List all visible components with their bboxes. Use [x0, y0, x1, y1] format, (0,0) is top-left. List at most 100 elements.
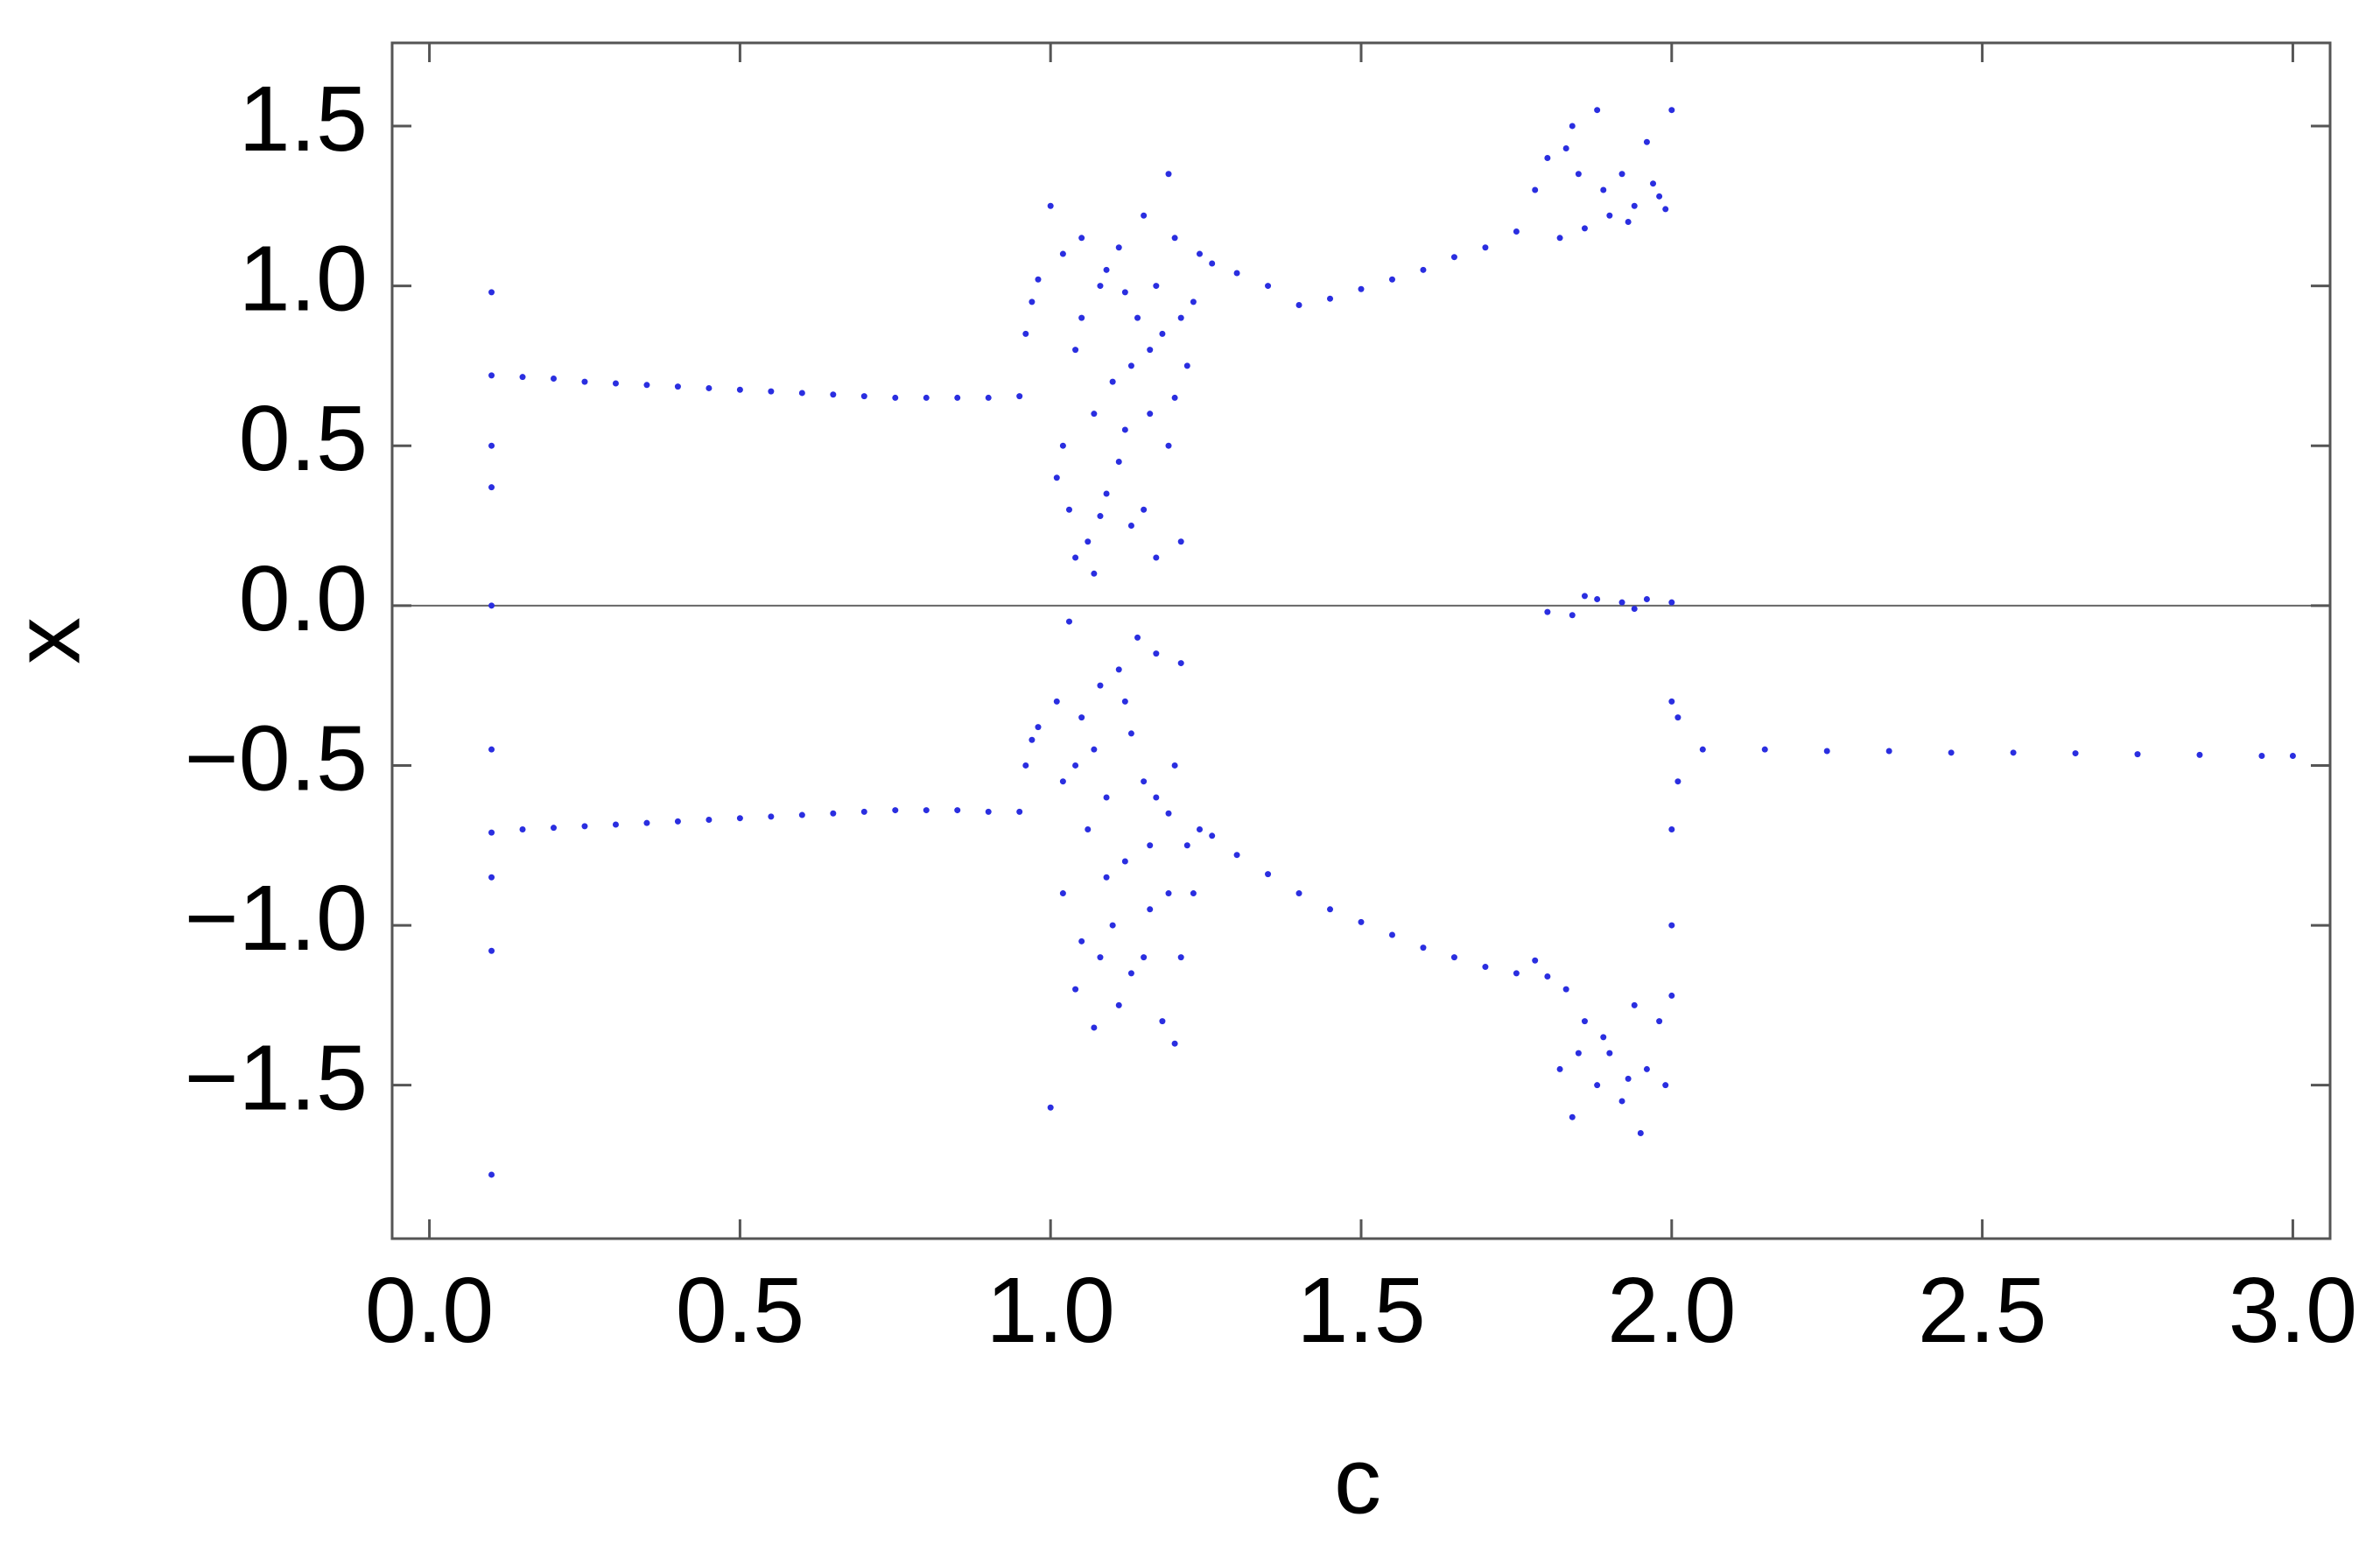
point	[1265, 871, 1272, 878]
point	[1544, 973, 1551, 980]
point	[1078, 314, 1085, 321]
point	[1569, 123, 1576, 130]
point	[860, 393, 867, 400]
point	[1650, 180, 1657, 187]
point	[1209, 260, 1216, 267]
point	[488, 1171, 495, 1178]
point	[1575, 171, 1582, 178]
point	[1059, 442, 1066, 449]
point	[1625, 1075, 1632, 1082]
x-tick-label: 1.0	[986, 1259, 1115, 1362]
x-tick-label: 2.5	[1918, 1259, 2047, 1362]
point	[1532, 186, 1539, 193]
point	[488, 484, 495, 491]
point	[1127, 730, 1134, 737]
point	[612, 821, 619, 828]
point	[1532, 957, 1539, 964]
point	[1029, 736, 1036, 743]
point	[1600, 1034, 1607, 1041]
point	[1513, 228, 1520, 235]
point	[1115, 244, 1122, 251]
point	[1643, 596, 1650, 603]
point	[1165, 810, 1172, 817]
point	[1115, 666, 1122, 673]
point	[798, 811, 805, 818]
point	[1668, 992, 1675, 999]
point	[1885, 748, 1892, 755]
x-axis-label: c	[1334, 1428, 1381, 1534]
point	[1103, 794, 1110, 801]
x-tick-label: 1.5	[1296, 1259, 1425, 1362]
point	[1059, 778, 1066, 785]
point	[674, 818, 681, 825]
point	[1147, 906, 1154, 913]
point	[1625, 219, 1632, 226]
point	[1668, 698, 1675, 705]
point	[1637, 1129, 1644, 1136]
point	[1165, 442, 1172, 449]
point	[1121, 858, 1128, 865]
point	[1482, 964, 1489, 971]
point	[1662, 206, 1669, 213]
point	[1171, 762, 1178, 769]
point	[1581, 1018, 1588, 1025]
point	[1065, 506, 1072, 513]
point	[1097, 283, 1104, 290]
point	[1097, 682, 1104, 689]
point	[892, 807, 899, 814]
point	[1121, 426, 1128, 433]
point	[1091, 746, 1098, 753]
point	[1078, 938, 1085, 945]
point	[1544, 154, 1551, 161]
point	[1053, 474, 1060, 481]
point	[1761, 746, 1768, 753]
point	[2134, 751, 2141, 758]
point	[1091, 411, 1098, 418]
point	[1631, 202, 1638, 209]
point	[1575, 1050, 1582, 1057]
point	[488, 602, 495, 609]
point	[488, 442, 495, 449]
point	[1327, 906, 1334, 913]
x-tick-label: 3.0	[2229, 1259, 2357, 1362]
point	[1327, 295, 1334, 302]
point	[1029, 298, 1036, 305]
point	[1047, 202, 1054, 209]
point	[954, 807, 961, 814]
point	[581, 823, 588, 830]
point	[488, 874, 495, 881]
point	[1631, 605, 1638, 612]
y-tick-label: −1.0	[185, 867, 368, 970]
point	[1141, 778, 1148, 785]
point	[1115, 458, 1122, 465]
point	[1643, 138, 1650, 145]
point	[1606, 212, 1613, 219]
point	[1183, 842, 1190, 849]
point	[1153, 554, 1160, 561]
point	[1594, 107, 1601, 114]
point	[1097, 513, 1104, 520]
point	[1109, 378, 1116, 385]
point	[1153, 650, 1160, 657]
point	[1668, 922, 1675, 929]
point	[1656, 193, 1663, 200]
point	[488, 829, 495, 836]
point	[674, 383, 681, 390]
x-tick-label: 0.0	[365, 1259, 494, 1362]
point	[1643, 1065, 1650, 1072]
point	[1668, 599, 1675, 606]
point	[1065, 618, 1072, 625]
point	[1420, 266, 1427, 273]
point	[1059, 250, 1066, 257]
point	[1072, 762, 1079, 769]
point	[1388, 931, 1395, 938]
point	[985, 394, 992, 401]
point	[1072, 554, 1079, 561]
point	[1078, 235, 1085, 242]
point	[1022, 762, 1029, 769]
point	[551, 376, 557, 383]
point	[1103, 490, 1110, 497]
point	[1141, 506, 1148, 513]
point	[1127, 362, 1134, 369]
